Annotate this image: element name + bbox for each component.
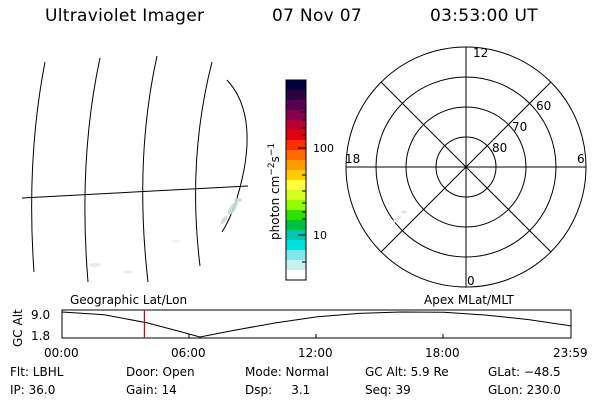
color-bar-segment: [286, 250, 306, 261]
x-tick-0600: 06:00: [171, 346, 206, 360]
time-label: 03:53:00 UT: [430, 6, 538, 26]
color-bar-segment: [286, 200, 306, 211]
longitude-line: [84, 57, 101, 283]
geographic-title: Geographic Lat/Lon: [70, 293, 187, 307]
glat-info: GLat: −48.5: [488, 365, 561, 379]
mlat-label-70: 70: [512, 120, 527, 134]
color-bar-segment: [286, 80, 306, 91]
mode-info: Mode: Normal: [245, 365, 329, 379]
color-bar-segment: [286, 120, 306, 131]
polar-emission: [392, 210, 407, 223]
gc-alt-info: GC Alt: 5.9 Re: [365, 365, 449, 379]
color-bar-segment: [286, 130, 306, 141]
alt-max-label: 9.0: [31, 308, 50, 322]
polar-diagonal: [380, 81, 552, 253]
color-bar-segment: [286, 210, 306, 221]
mlat-label-80: 80: [492, 141, 507, 155]
x-tick-0000: 00:00: [44, 346, 79, 360]
color-bar-tick-100: 100: [313, 142, 334, 155]
color-bar-segment: [286, 110, 306, 121]
gain-info: Gain: 14: [126, 383, 177, 397]
color-bar-segment: [286, 170, 306, 181]
color-bar-tick-10: 10: [313, 229, 327, 242]
color-bar-ticks: [298, 111, 306, 263]
longitude-line: [221, 79, 248, 233]
timeline-x-ticks: [61, 334, 572, 338]
glon-info: GLon: 230.0: [488, 383, 561, 397]
mlt-label-0: 0: [467, 274, 475, 288]
alt-min-label: 1.8: [31, 329, 50, 343]
color-bar-segment: [286, 100, 306, 111]
geographic-panel: [21, 55, 249, 283]
color-bar-segment: [286, 190, 306, 201]
gc-alt-curve: [61, 311, 572, 338]
x-tick-2359: 23:59: [553, 346, 588, 360]
color-bar-segment: [286, 220, 306, 231]
dsp-info: Dsp: 3.1: [245, 383, 311, 397]
seq-info: Seq: 39: [365, 383, 411, 397]
latitude-line: [21, 185, 249, 199]
color-bar-segment: [286, 270, 306, 281]
color-bar-label: photon cm−2s−1: [267, 143, 282, 240]
gc-alt-axis-label: GC Alt: [11, 309, 25, 347]
apex-title: Apex MLat/MLT: [424, 293, 514, 307]
color-bar-frame: [285, 79, 307, 281]
mlt-label-6: 6: [577, 152, 585, 166]
color-bar-segment: [286, 260, 306, 271]
mlt-label-12: 12: [473, 46, 488, 60]
color-bar-segment: [286, 180, 306, 191]
longitude-line: [195, 61, 213, 267]
x-tick-1200: 12:00: [298, 346, 333, 360]
longitude-line: [31, 61, 46, 273]
polar-plot: [345, 46, 587, 288]
mlt-label-18: 18: [345, 152, 360, 166]
date-label: 07 Nov 07: [272, 6, 362, 26]
color-bar-segment: [286, 230, 306, 241]
x-tick-1800: 18:00: [425, 346, 460, 360]
instrument-title: Ultraviolet Imager: [45, 6, 205, 26]
color-bar-segment: [286, 140, 306, 151]
filter-info: Flt: LBHL: [10, 365, 64, 379]
aurora-emission: [89, 198, 242, 274]
color-bar-segment: [286, 150, 306, 161]
color-bar-segment: [286, 240, 306, 251]
longitude-line: [142, 55, 158, 283]
ip-info: IP: 36.0: [10, 383, 56, 397]
color-bar: [286, 80, 306, 281]
mlat-label-60: 60: [536, 99, 551, 113]
door-info: Door: Open: [126, 365, 195, 379]
color-bar-segment: [286, 160, 306, 171]
color-bar-segment: [286, 90, 306, 101]
timeline-frame: [61, 309, 572, 339]
